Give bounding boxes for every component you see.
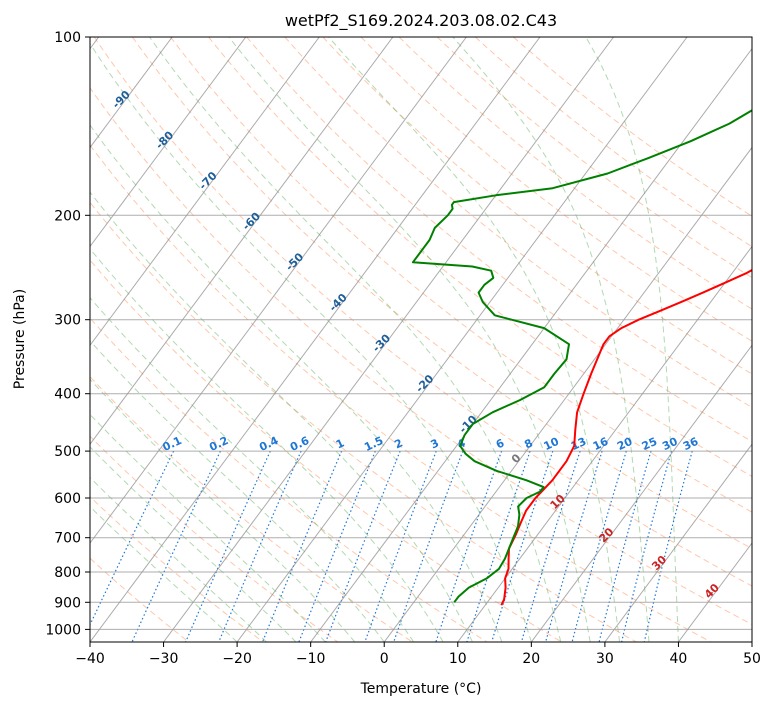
isotherm (530, 344, 752, 642)
dry-adiabat (90, 259, 562, 642)
moist-adiabat (328, 37, 621, 642)
mixing-ratio-label: 16 (591, 435, 611, 453)
y-tick-label: 300 (54, 313, 81, 329)
mixing-ratio-line (643, 450, 693, 642)
x-tick-label: −10 (296, 651, 326, 667)
moist-adiabat (452, 37, 650, 642)
dry-adiabat (90, 201, 637, 642)
temperature-profile-line (500, 268, 752, 606)
moist-adiabat (90, 124, 503, 642)
x-tick-label: 50 (743, 651, 761, 667)
mixing-ratio-line (435, 450, 503, 642)
x-axis-ticks: −40 −30 −20 −10 0 10 20 30 40 50 (75, 642, 761, 667)
mixing-ratio-line (466, 450, 531, 642)
y-tick-label: 400 (54, 387, 81, 403)
dry-adiabat (513, 37, 752, 217)
x-tick-label: −20 (222, 651, 252, 667)
y-tick-label: 1000 (45, 622, 81, 638)
y-tick-label: 600 (54, 491, 81, 507)
isotherm (163, 37, 615, 642)
mixing-ratio-line (261, 450, 343, 642)
data-series (411, 109, 752, 606)
dry-adiabat (170, 37, 752, 513)
x-tick-label: 40 (669, 651, 687, 667)
dry-adiabat (90, 496, 264, 642)
y-tick-label: 100 (54, 30, 81, 46)
x-tick-label: 10 (449, 651, 467, 667)
mixing-ratio-line (545, 450, 603, 642)
mixing-ratio-line (571, 450, 627, 642)
x-tick-label: −40 (75, 651, 105, 667)
isotherm (604, 443, 752, 642)
plot-frame (89, 36, 753, 643)
mixing-ratio-line (491, 450, 554, 642)
isotherm (236, 37, 688, 642)
dry-adiabat (284, 37, 752, 408)
mixing-ratio-line (621, 450, 673, 642)
moist-adiabat (90, 42, 532, 642)
y-tick-label: 800 (54, 565, 81, 581)
x-tick-label: 20 (522, 651, 540, 667)
mixing-ratio-line (218, 450, 302, 642)
y-tick-label: 900 (54, 595, 81, 611)
isotherm (90, 37, 320, 347)
isotherm (90, 37, 247, 248)
chart-title: wetPf2_S169.2024.203.08.02.C43 (285, 11, 557, 31)
mixing-ratio-line (90, 450, 175, 627)
moist-adiabat (228, 37, 591, 642)
mixing-ratio-line (598, 450, 652, 642)
grid-lines (90, 37, 752, 642)
isotherm (383, 146, 752, 642)
dewpoint-profile-line (411, 109, 752, 603)
x-tick-label: 30 (596, 651, 614, 667)
dry-adiabat (90, 87, 752, 626)
isotherm (457, 245, 752, 642)
mixing-ratio-label: 20 (615, 435, 635, 453)
dry-adiabat (398, 37, 752, 310)
moist-adiabat (90, 340, 385, 642)
isotherm (310, 47, 752, 642)
moist-adiabat (90, 413, 326, 642)
isotherm (90, 37, 173, 149)
dry-adiabat (208, 37, 752, 478)
x-axis-label: Temperature (°C) (360, 681, 482, 697)
dry-adiabat (360, 37, 752, 342)
moist-adiabat (90, 296, 415, 642)
isotherm (90, 37, 467, 544)
y-axis-ticks: 100 200 300 400 500 600 700 800 900 1000 (45, 30, 90, 638)
moist-adiabat (90, 378, 356, 642)
dry-adiabat (436, 37, 752, 279)
dry-adiabat (90, 376, 413, 642)
isotherm (90, 37, 541, 642)
mixing-ratio-label: 25 (640, 435, 659, 453)
background-lines (90, 37, 752, 642)
mixing-ratio-line (520, 450, 581, 642)
mixing-ratio-label: 10 (542, 435, 562, 453)
x-tick-label: −30 (149, 651, 179, 667)
y-axis-label: Pressure (hPa) (12, 289, 28, 389)
mixing-ratio-line (185, 450, 271, 642)
dry-adiabat (322, 37, 752, 375)
x-tick-label: 0 (380, 651, 389, 667)
dry-adiabat (93, 37, 752, 587)
dry-adiabat (131, 37, 752, 550)
y-tick-label: 700 (54, 531, 81, 547)
mixing-ratio-label: 36 (681, 435, 701, 453)
mixing-ratio-label: 30 (660, 435, 680, 453)
mixing-ratio-line (131, 450, 221, 642)
moist-adiabat (149, 37, 562, 642)
mixing-ratio-line (393, 450, 464, 642)
y-tick-label: 500 (54, 444, 81, 460)
dry-adiabat (90, 144, 712, 642)
moist-adiabat (585, 37, 679, 642)
isotherm (90, 37, 394, 446)
y-tick-label: 200 (54, 208, 81, 224)
